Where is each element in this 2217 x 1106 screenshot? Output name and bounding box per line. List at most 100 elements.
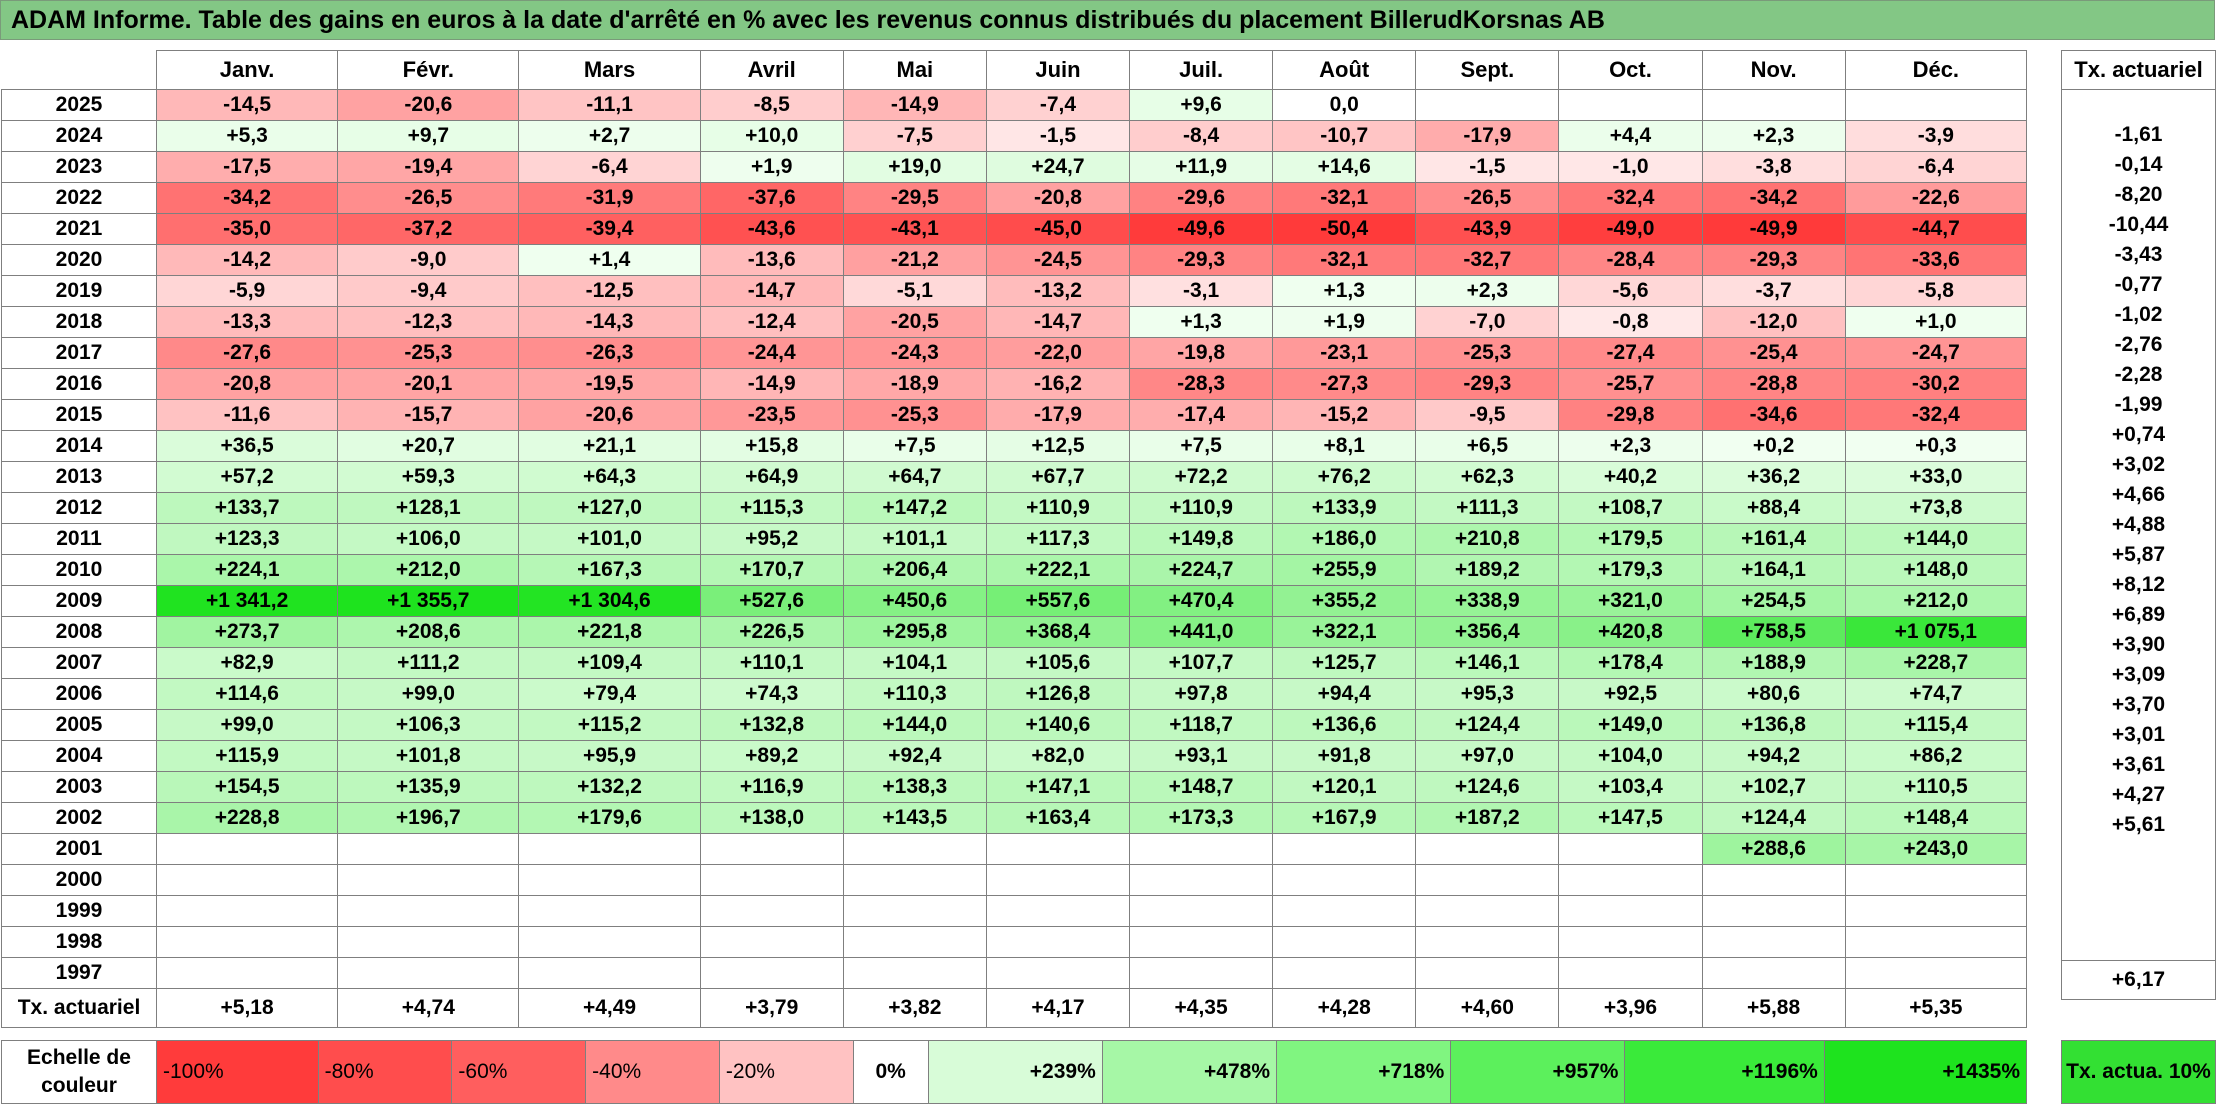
- table-row: 2021 -35,0 -37,2 -39,4 -43,6 -43,1 -45,0 -49,6-…: [1, 213, 2028, 245]
- value-cell: -5,6: [1558, 275, 1703, 307]
- table-row: 2016 -20,8 -20,1 -19,5 -14,9 -18,9 -16,2 -28,3-…: [1, 368, 2028, 400]
- year-label: 2024: [1, 120, 157, 152]
- value-cell: +189,2: [1415, 554, 1560, 586]
- year-label: 2010: [1, 554, 157, 586]
- value-cell: +557,6: [985, 585, 1131, 617]
- value-cell: +1 304,6: [518, 585, 701, 617]
- value-cell: -25,4: [1701, 337, 1846, 369]
- value-cell: +11,9: [1129, 151, 1274, 183]
- value-cell: -13,3: [155, 306, 339, 338]
- scale-swatch: +1196%: [1624, 1040, 1825, 1104]
- value-cell: +173,3: [1129, 802, 1274, 834]
- value-cell: +79,4: [518, 678, 701, 710]
- value-cell: [1272, 833, 1417, 865]
- value-cell: +36,5: [155, 430, 339, 462]
- value-cell: [518, 926, 701, 958]
- value-cell: +110,1: [699, 647, 844, 679]
- month-header: Avril: [699, 50, 844, 90]
- scale-swatch: -60%: [451, 1040, 587, 1104]
- value-cell: [1415, 833, 1560, 865]
- value-cell: +110,3: [842, 678, 987, 710]
- value-cell: +132,8: [699, 709, 844, 741]
- value-cell: [1129, 833, 1274, 865]
- value-cell: -16,2: [985, 368, 1131, 400]
- value-cell: +95,3: [1415, 678, 1560, 710]
- value-cell: -14,9: [699, 368, 844, 400]
- value-cell: -14,7: [985, 306, 1131, 338]
- tx-row: +4,66: [2061, 480, 2216, 510]
- value-cell: +6,5: [1415, 430, 1560, 462]
- table-row: 2009 +1 341,2 +1 355,7 +1 304,6 +527,6 +450,6…: [1, 585, 2028, 617]
- value-cell: [1272, 926, 1417, 958]
- value-cell: -26,5: [1415, 182, 1560, 214]
- month-header: Mai: [842, 50, 987, 90]
- value-cell: +115,4: [1844, 709, 2028, 741]
- value-cell: +97,0: [1415, 740, 1560, 772]
- value-cell: -10,7: [1272, 120, 1417, 152]
- value-cell: -29,3: [1415, 368, 1560, 400]
- month-header: Mars: [518, 50, 701, 90]
- tx-row: -10,44: [2061, 210, 2216, 240]
- tx-row: -0,77: [2061, 270, 2216, 300]
- tx-actuariel-table: Tx. actuariel -1,61 -0,14 -8,20 -10,44 -3,43…: [2061, 50, 2216, 1000]
- value-cell: -33,6: [1844, 244, 2028, 276]
- month-header: Oct.: [1558, 50, 1703, 90]
- value-cell: [1701, 957, 1846, 989]
- tx-row: +3,01: [2061, 720, 2216, 750]
- total-row: Tx. actuariel +5,18 +4,74 +4,49 +3,79 +3,82 +4…: [1, 988, 2028, 1028]
- tx-value-cell: +4,66: [2061, 480, 2216, 510]
- year-label: 1997: [1, 957, 157, 989]
- table-row: 2000: [1, 864, 2028, 896]
- value-cell: +148,4: [1844, 802, 2028, 834]
- value-cell: +115,9: [155, 740, 339, 772]
- table-row: 2007 +82,9 +111,2 +109,4 +110,1 +104,1 +105,6 +…: [1, 647, 2028, 679]
- value-cell: [1558, 864, 1703, 896]
- total-cell: +5,18: [155, 988, 339, 1028]
- value-cell: +2,7: [518, 120, 701, 152]
- year-label: 2013: [1, 461, 157, 493]
- value-cell: [699, 895, 844, 927]
- value-cell: +95,9: [518, 740, 701, 772]
- month-header-row: Janv. Févr. Mars Avril Mai Juin Juil. Août Sept.…: [2, 50, 2028, 90]
- value-cell: [842, 957, 987, 989]
- value-cell: -44,7: [1844, 213, 2028, 245]
- value-cell: -28,3: [1129, 368, 1274, 400]
- total-cell: +5,35: [1844, 988, 2028, 1028]
- value-cell: -11,1: [518, 89, 701, 121]
- value-cell: +57,2: [155, 461, 339, 493]
- value-cell: +102,7: [1701, 771, 1846, 803]
- table-row: 2024 +5,3 +9,7 +2,7 +10,0 -7,5 -1,5 -8,4 -10,7 -1…: [1, 120, 2028, 152]
- value-cell: +206,4: [842, 554, 987, 586]
- value-cell: +273,7: [155, 616, 339, 648]
- value-cell: -11,6: [155, 399, 339, 431]
- value-cell: -1,0: [1558, 151, 1703, 183]
- value-cell: [155, 895, 339, 927]
- value-cell: [337, 864, 520, 896]
- value-cell: -32,7: [1415, 244, 1560, 276]
- year-header: [2, 51, 157, 90]
- value-cell: [1415, 926, 1560, 958]
- value-cell: +1,4: [518, 244, 701, 276]
- tx-value-cell: [2061, 840, 2216, 870]
- value-cell: +108,7: [1558, 492, 1703, 524]
- value-cell: +420,8: [1558, 616, 1703, 648]
- value-cell: +115,2: [518, 709, 701, 741]
- value-cell: -19,8: [1129, 337, 1274, 369]
- tx-row: +3,09: [2061, 660, 2216, 690]
- value-cell: +255,9: [1272, 554, 1417, 586]
- tx-row: -1,02: [2061, 300, 2216, 330]
- value-cell: [1415, 89, 1560, 121]
- value-cell: +1 341,2: [155, 585, 339, 617]
- tx-row: +3,90: [2061, 630, 2216, 660]
- month-header: Nov.: [1701, 50, 1846, 90]
- value-cell: +97,8: [1129, 678, 1274, 710]
- gains-table: Janv. Févr. Mars Avril Mai Juin Juil. Août Sept.…: [1, 50, 2028, 1028]
- tx-row: +4,27: [2061, 780, 2216, 810]
- value-cell: +2,3: [1415, 275, 1560, 307]
- total-cell: +3,96: [1558, 988, 1703, 1028]
- value-cell: +82,0: [985, 740, 1131, 772]
- table-row: 2011 +123,3 +106,0 +101,0 +95,2 +101,1 +117,3 +…: [1, 523, 2028, 555]
- value-cell: +1,9: [1272, 306, 1417, 338]
- tx-value-cell: +3,01: [2061, 720, 2216, 750]
- scale-swatch: +1435%: [1823, 1040, 2028, 1104]
